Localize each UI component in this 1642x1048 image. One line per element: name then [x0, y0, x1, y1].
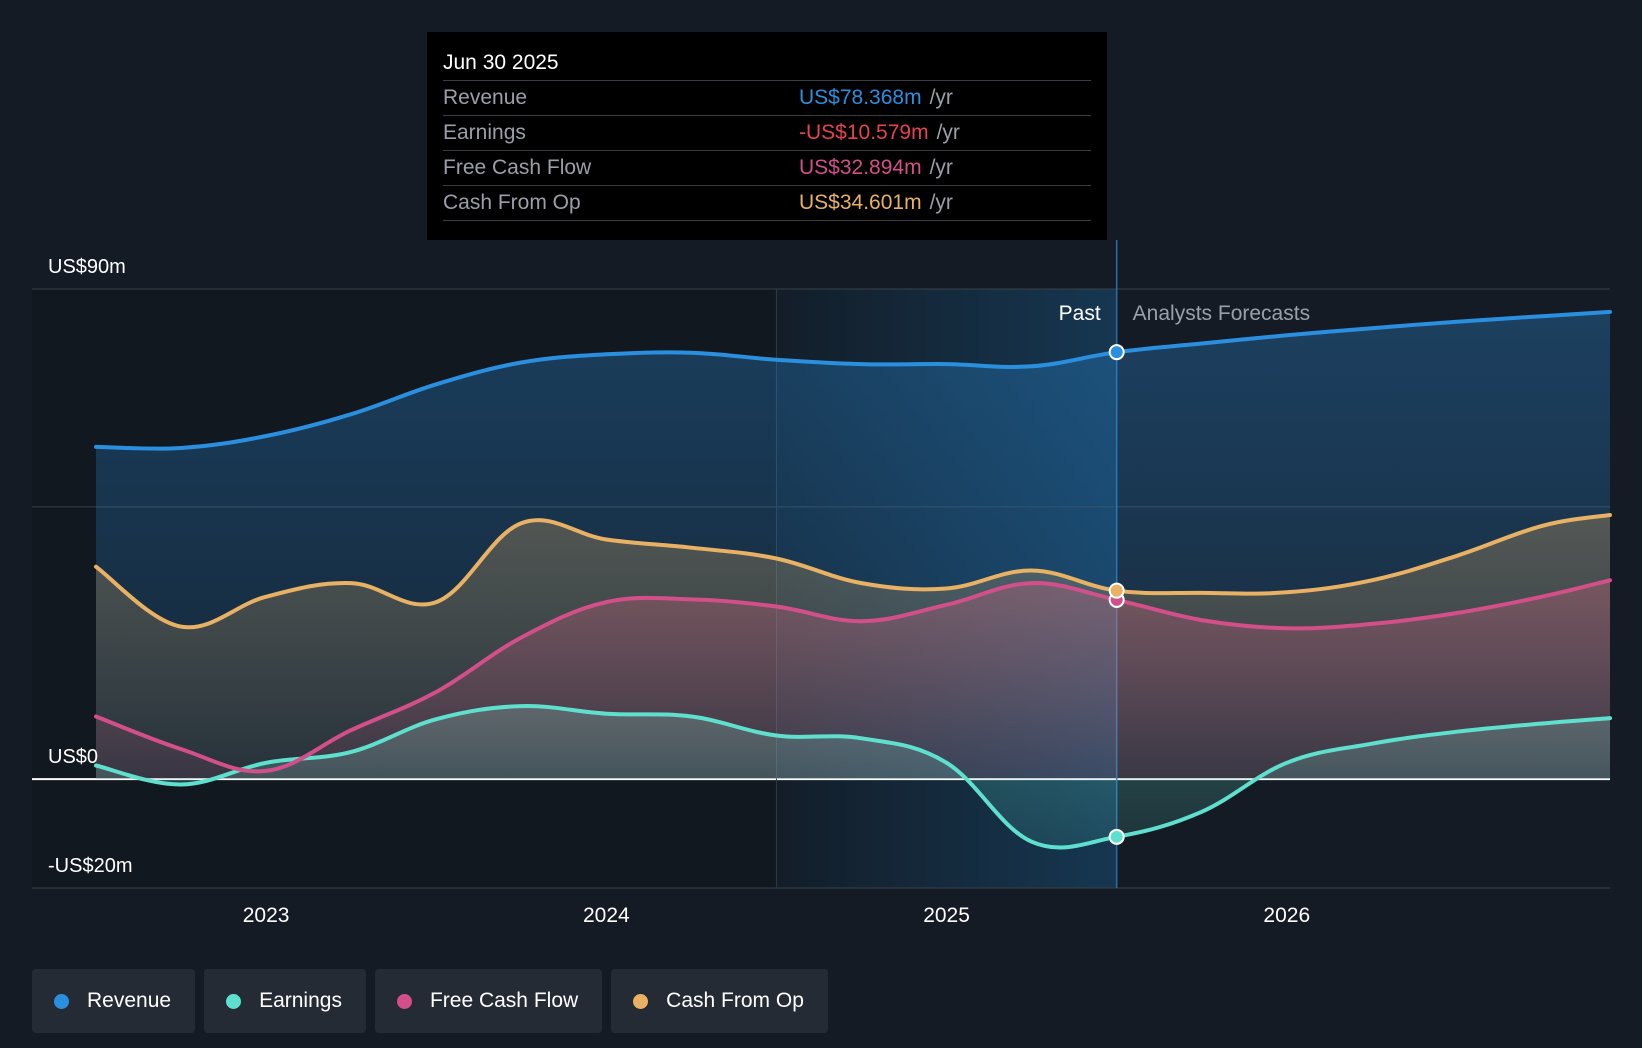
legend-item-cash-from-op[interactable]: Cash From Op: [611, 969, 828, 1033]
legend-dot-icon: [54, 993, 69, 1009]
past-label: Past: [1059, 302, 1101, 325]
tooltip-date: Jun 30 2025: [443, 46, 1091, 81]
cash-from-op-point: [1108, 582, 1125, 599]
cash-from-op-area: [96, 515, 1610, 780]
tooltip-value: -US$10.579m: [799, 121, 929, 144]
legend-item-earnings[interactable]: Earnings: [204, 969, 366, 1033]
legend-label: Earnings: [259, 989, 342, 1012]
tooltip-value: US$34.601m: [799, 191, 922, 214]
tooltip: Jun 30 2025 Revenue US$78.368m /yr Earni…: [427, 32, 1107, 240]
tooltip-label: Earnings: [443, 121, 526, 144]
x-tick-label: 2026: [1263, 904, 1310, 927]
tooltip-unit: /yr: [929, 86, 953, 109]
legend-label: Cash From Op: [666, 989, 804, 1012]
legend-dot-icon: [396, 993, 412, 1009]
legend-dot-icon: [226, 993, 242, 1009]
legend: Revenue Earnings Free Cash Flow Cash Fro…: [32, 969, 828, 1033]
legend-label: Revenue: [87, 989, 172, 1012]
tooltip-unit: /yr: [929, 191, 953, 214]
forecast-label: Analysts Forecasts: [1133, 302, 1310, 325]
tooltip-value: US$32.894m: [799, 156, 922, 179]
revenue-point: [1108, 344, 1125, 361]
tooltip-row-revenue: Revenue US$78.368m /yr: [443, 81, 1091, 116]
y-tick-label: US$0: [48, 746, 98, 768]
x-tick-label: 2025: [923, 904, 970, 927]
legend-label: Free Cash Flow: [429, 989, 579, 1012]
tooltip-label: Revenue: [443, 86, 528, 109]
y-tick-label: US$90m: [48, 256, 126, 278]
tooltip-label: Free Cash Flow: [443, 156, 592, 179]
revenue-line: [94, 309, 1612, 451]
x-tick-label: 2024: [583, 904, 630, 927]
tooltip-row-earnings: Earnings -US$10.579m /yr: [443, 116, 1091, 151]
tooltip-unit: /yr: [936, 121, 960, 144]
free-cash-flow-line: [94, 578, 1612, 774]
tooltip-unit: /yr: [929, 156, 953, 179]
tooltip-value: US$78.368m: [799, 86, 922, 109]
earnings-line: [94, 704, 1612, 850]
legend-item-free-cash-flow[interactable]: Free Cash Flow: [374, 969, 603, 1033]
x-tick-label: 2023: [243, 904, 290, 927]
cash-from-op-line: [94, 513, 1612, 630]
legend-item-revenue[interactable]: Revenue: [32, 969, 196, 1033]
legend-dot-icon: [633, 993, 649, 1009]
tooltip-row-free-cash-flow: Free Cash Flow US$32.894m /yr: [443, 151, 1091, 186]
earnings-point: [1108, 828, 1125, 845]
tooltip-row-cash-from-op: Cash From Op US$34.601m /yr: [443, 186, 1091, 221]
tooltip-label: Cash From Op: [443, 191, 581, 214]
y-tick-label: -US$20m: [48, 855, 132, 877]
